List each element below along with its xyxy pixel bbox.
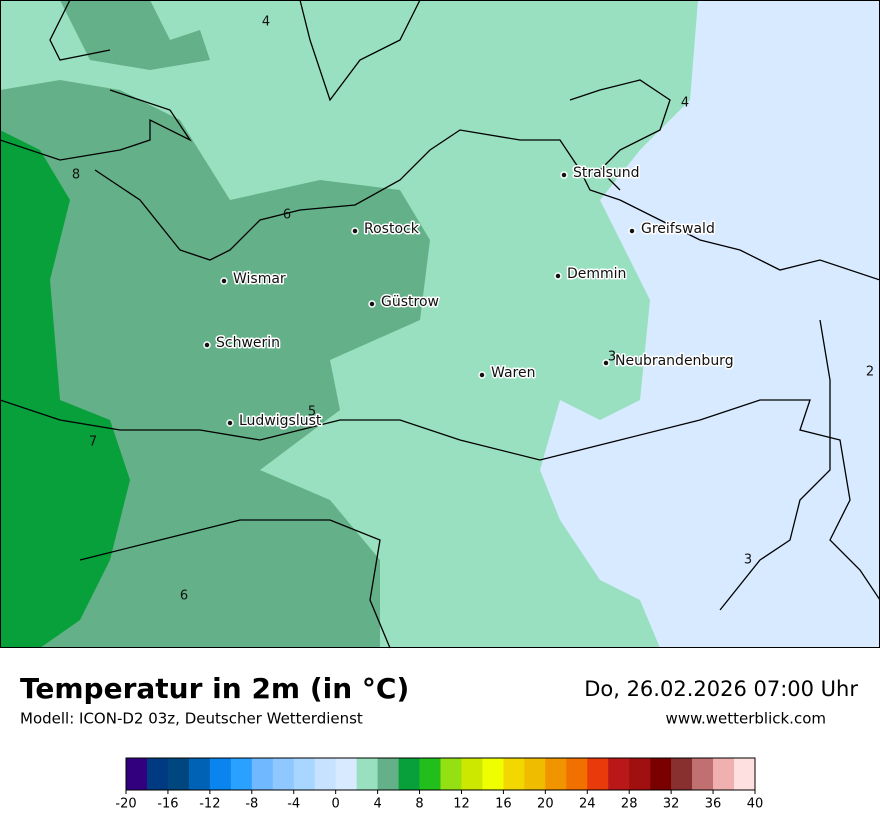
contour-label: 4 <box>262 15 270 30</box>
city-label: Demmin <box>567 266 626 282</box>
colorbar-segment <box>461 758 483 790</box>
colorbar-tick-label: -8 <box>245 797 258 812</box>
contour-label: 6 <box>283 208 291 223</box>
city-label: Greifswald <box>641 221 715 237</box>
city-label: Güstrow <box>381 294 439 310</box>
colorbar-tick-label: 0 <box>332 797 340 812</box>
colorbar-segment <box>146 758 169 790</box>
colorbar-tick-label: 40 <box>747 797 764 812</box>
contour-label: 3 <box>744 553 752 568</box>
city-dot <box>554 272 562 280</box>
city-label: Rostock <box>364 221 420 237</box>
url: www.wetterblick.com <box>666 710 826 728</box>
city-label: Stralsund <box>573 165 640 181</box>
colorbar-tick-label: -4 <box>287 797 300 812</box>
subtitle: Modell: ICON-D2 03z, Deutscher Wetterdie… <box>20 710 363 728</box>
colorbar-tick-label: 36 <box>705 797 722 812</box>
colorbar-segment <box>440 758 462 790</box>
contour-label: 8 <box>72 168 80 183</box>
city-label: Waren <box>491 365 535 381</box>
colorbar-segment <box>545 758 567 790</box>
contour-label: 4 <box>681 96 689 111</box>
colorbar-segment <box>167 758 190 790</box>
colorbar-segment <box>482 758 504 790</box>
colorbar-tick-label: 32 <box>663 797 680 812</box>
colorbar-tick-label: 4 <box>373 797 381 812</box>
city-dot <box>203 341 211 349</box>
coastline <box>0 0 880 649</box>
colorbar-segment <box>188 758 211 790</box>
colorbar-segment <box>503 758 525 790</box>
colorbar-segment <box>650 758 672 790</box>
contour-label: 7 <box>89 435 97 450</box>
colorbar-tick-label: -16 <box>157 797 178 812</box>
city-label: Neubrandenburg <box>615 353 734 369</box>
contour-label: 2 <box>866 365 874 380</box>
city-dot <box>351 227 359 235</box>
colorbar-segment <box>692 758 714 790</box>
colorbar-segment <box>566 758 588 790</box>
city-dot <box>560 171 568 179</box>
colorbar-segment <box>314 758 336 790</box>
colorbar-segment <box>377 758 399 790</box>
colorbar-tick-label: 16 <box>495 797 512 812</box>
contour-label: 3 <box>608 350 616 365</box>
colorbar-segment <box>734 758 756 790</box>
colorbar-tick-label: 20 <box>537 797 554 812</box>
colorbar-segment <box>671 758 693 790</box>
city-dot <box>628 227 636 235</box>
colorbar-segment <box>230 758 253 790</box>
cold-area <box>540 0 880 648</box>
colorbar-segment <box>713 758 735 790</box>
colorbar-tick-label: 24 <box>579 797 596 812</box>
colorbar-segment <box>209 758 232 790</box>
contour-label: 6 <box>180 589 188 604</box>
city-dot <box>478 371 486 379</box>
colorbar-segment <box>272 758 295 790</box>
date: Do, 26.02.2026 07:00 Uhr <box>584 677 858 701</box>
city-dot <box>226 419 234 427</box>
map <box>0 0 880 649</box>
colorbar-segment <box>251 758 274 790</box>
city-label: Schwerin <box>216 335 280 351</box>
title: Temperatur in 2m (in °C) <box>20 672 409 705</box>
colorbar-tick-label: -20 <box>115 797 136 812</box>
colorbar-tick-label: -12 <box>199 797 220 812</box>
colorbar-segment <box>293 758 315 790</box>
city-label: Ludwigslust <box>239 413 322 429</box>
colorbar-segment <box>356 758 378 790</box>
colorbar-segment <box>524 758 546 790</box>
colorbar-segment <box>335 758 357 790</box>
colorbar-segment <box>398 758 420 790</box>
contour-label: 5 <box>308 405 316 420</box>
warm-area <box>0 130 130 648</box>
colorbar-segment <box>419 758 441 790</box>
colorbar-segment <box>587 758 609 790</box>
colorbar-border <box>125 757 756 791</box>
colorbar-tick-label: 28 <box>621 797 638 812</box>
city-dot <box>602 359 610 367</box>
colorbar-segment <box>629 758 651 790</box>
colorbar-segment <box>608 758 630 790</box>
colorbar-tick-label: 12 <box>453 797 470 812</box>
city-label: Wismar <box>233 271 286 287</box>
colorbar-tick-label: 8 <box>415 797 423 812</box>
city-dot <box>368 300 376 308</box>
city-dot <box>220 277 228 285</box>
colorbar-segment <box>126 758 148 790</box>
